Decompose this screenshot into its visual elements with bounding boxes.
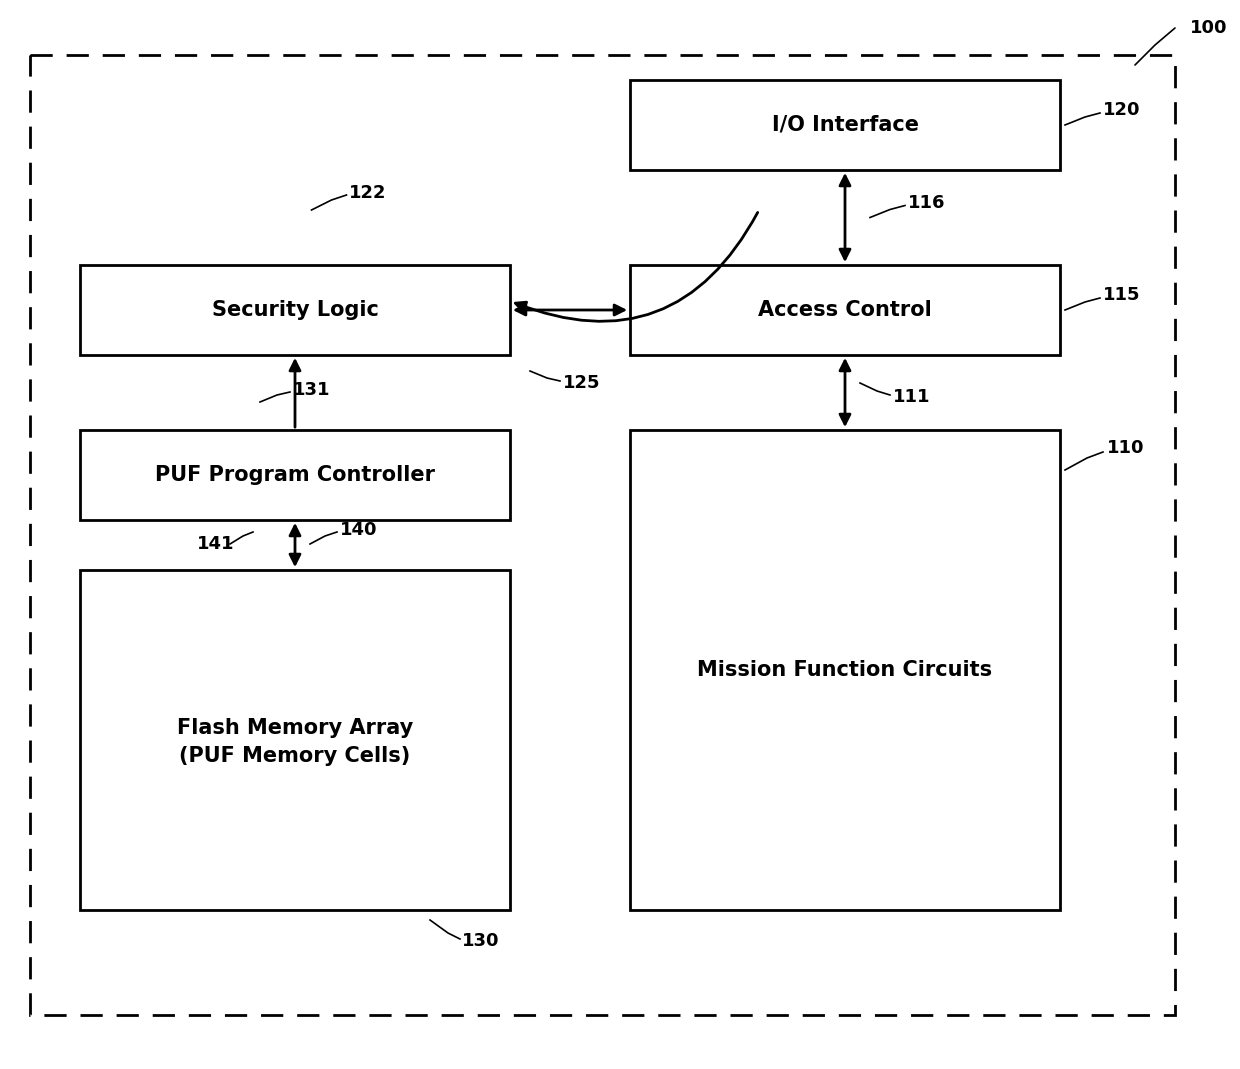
Text: 116: 116 — [908, 193, 945, 212]
Text: 130: 130 — [463, 932, 500, 950]
Bar — [630, 430, 1060, 910]
Text: (PUF Memory Cells): (PUF Memory Cells) — [180, 746, 410, 766]
Bar — [30, 55, 1176, 1014]
Text: 122: 122 — [348, 184, 386, 202]
Text: 100: 100 — [1190, 19, 1228, 37]
Text: PUF Program Controller: PUF Program Controller — [155, 465, 435, 485]
Text: 115: 115 — [1104, 286, 1141, 304]
Text: Flash Memory Array: Flash Memory Array — [177, 718, 413, 738]
Text: 110: 110 — [1107, 439, 1145, 458]
Text: Security Logic: Security Logic — [212, 300, 378, 320]
Text: 120: 120 — [1104, 100, 1141, 119]
Bar — [81, 570, 510, 910]
FancyArrowPatch shape — [516, 213, 758, 322]
Bar — [81, 265, 510, 355]
Text: 140: 140 — [340, 521, 377, 539]
Bar — [630, 265, 1060, 355]
Text: 111: 111 — [893, 388, 930, 406]
Text: 131: 131 — [293, 381, 331, 399]
Text: 141: 141 — [197, 534, 234, 553]
Text: 125: 125 — [563, 374, 600, 392]
Text: I/O Interface: I/O Interface — [771, 115, 919, 135]
Text: Access Control: Access Control — [758, 300, 932, 320]
Bar — [81, 430, 510, 520]
Bar — [630, 80, 1060, 170]
Text: Mission Function Circuits: Mission Function Circuits — [697, 660, 992, 680]
